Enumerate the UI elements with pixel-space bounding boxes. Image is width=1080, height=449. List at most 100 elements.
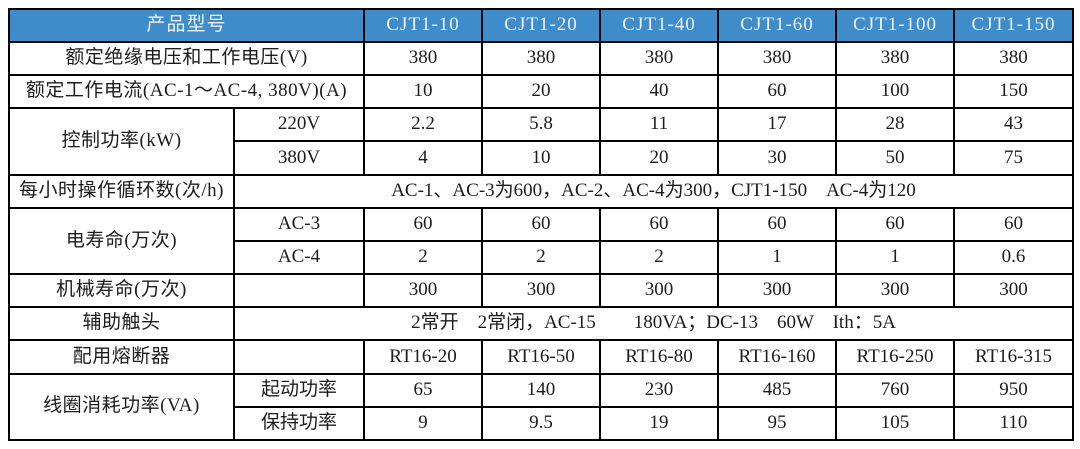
value-cell: 28 xyxy=(835,107,956,143)
row-label: 额定工作电流(AC-1～AC-4, 380V)(A) xyxy=(7,74,366,110)
header-model-cjt1-150: CJT1-150 xyxy=(953,8,1075,43)
value-cell: 380 xyxy=(717,40,838,77)
row-mechanical-life: 机械寿命(万次) 300 300 300 300 300 300 xyxy=(8,273,1075,309)
row-auxiliary-contacts: 辅助触头 2常开 2常闭，AC-15 180VA；DC-13 60W Ith：5… xyxy=(8,306,1075,342)
merged-value-cell: AC-1、AC-3为600，AC-2、AC-4为300，CJT1-150 AC-… xyxy=(232,173,1075,209)
sub-label: 380V xyxy=(232,140,366,176)
row-insulation-voltage: 额定绝缘电压和工作电压(V) 380 380 380 380 380 380 xyxy=(7,40,1075,77)
value-cell: 75 xyxy=(953,140,1075,176)
value-cell: 2 xyxy=(599,239,720,276)
value-cell: 43 xyxy=(953,107,1075,143)
value-cell: 950 xyxy=(953,372,1075,408)
value-cell: 760 xyxy=(835,372,956,408)
value-cell: 4 xyxy=(363,140,484,176)
row-label: 每小时操作循环数(次/h) xyxy=(8,173,235,209)
value-cell: RT16-20 xyxy=(363,339,484,375)
row-coil-power-start: 线圈消耗功率(VA) 起动功率 65 140 230 485 760 950 xyxy=(8,372,1075,442)
value-cell: 60 xyxy=(953,206,1075,242)
row-fuse: 配用熔断器 RT16-20 RT16-50 RT16-80 RT16-160 R… xyxy=(8,339,1075,375)
value-cell: RT16-315 xyxy=(953,339,1075,375)
header-row: 产品型号 CJT1-10 CJT1-20 CJT1-40 CJT1-60 CJT… xyxy=(7,8,1075,43)
value-cell: 60 xyxy=(363,206,484,242)
header-model-cjt1-10: CJT1-10 xyxy=(363,8,484,43)
value-cell: 0.6 xyxy=(953,239,1075,276)
row-label: 额定绝缘电压和工作电压(V) xyxy=(7,40,366,77)
value-cell: 5.8 xyxy=(481,107,602,143)
value-cell: 95 xyxy=(717,405,838,442)
sub-label: 起动功率 xyxy=(232,372,366,408)
row-label: 电寿命(万次) xyxy=(8,206,235,276)
value-cell: RT16-80 xyxy=(599,339,720,375)
value-cell: 300 xyxy=(835,273,956,309)
value-cell: 1 xyxy=(717,239,838,276)
row-control-power-380v: 380V 4 10 20 30 50 75 xyxy=(9,140,1075,176)
row-label: 线圈消耗功率(VA) xyxy=(8,372,235,442)
value-cell: 110 xyxy=(953,405,1075,442)
value-cell: 300 xyxy=(481,273,602,309)
value-cell: 100 xyxy=(835,74,956,110)
value-cell: RT16-250 xyxy=(835,339,956,375)
value-cell: RT16-50 xyxy=(481,339,602,375)
sub-label: 220V xyxy=(232,107,366,143)
sub-label-empty xyxy=(232,273,366,309)
header-product-model: 产品型号 xyxy=(7,8,366,43)
value-cell: 2.2 xyxy=(363,107,484,143)
value-cell: 140 xyxy=(481,372,602,408)
header-model-cjt1-60: CJT1-60 xyxy=(717,8,838,43)
value-cell: 19 xyxy=(599,405,720,442)
value-cell: 380 xyxy=(481,40,602,77)
value-cell: 60 xyxy=(835,206,956,242)
row-label: 机械寿命(万次) xyxy=(8,273,235,309)
value-cell: 60 xyxy=(717,206,838,242)
value-cell: 50 xyxy=(835,140,956,176)
row-electrical-life-ac3: 电寿命(万次) AC-3 60 60 60 60 60 60 xyxy=(8,206,1075,276)
row-rated-current: 额定工作电流(AC-1～AC-4, 380V)(A) 10 20 40 60 1… xyxy=(7,74,1075,110)
row-coil-power-hold: 保持功率 9 9.5 19 95 105 110 xyxy=(9,405,1075,442)
row-control-power-220v: 控制功率(kW) 220V 2.2 5.8 11 17 28 43 xyxy=(8,107,1075,176)
value-cell: 20 xyxy=(599,140,720,176)
value-cell: 2 xyxy=(363,239,484,276)
header-model-cjt1-20: CJT1-20 xyxy=(481,8,602,43)
value-cell: 10 xyxy=(363,74,484,110)
value-cell: 60 xyxy=(599,206,720,242)
value-cell: 105 xyxy=(835,405,956,442)
header-model-cjt1-100: CJT1-100 xyxy=(835,8,956,43)
value-cell: 40 xyxy=(599,74,720,110)
row-operating-cycles: 每小时操作循环数(次/h) AC-1、AC-3为600，AC-2、AC-4为30… xyxy=(8,173,1075,209)
sub-label: 保持功率 xyxy=(232,405,366,442)
value-cell: 230 xyxy=(599,372,720,408)
value-cell: 30 xyxy=(717,140,838,176)
value-cell: 380 xyxy=(363,40,484,77)
value-cell: 65 xyxy=(363,372,484,408)
sub-label-empty xyxy=(232,339,366,375)
value-cell: 380 xyxy=(953,40,1075,77)
spec-table: 产品型号 CJT1-10 CJT1-20 CJT1-40 CJT1-60 CJT… xyxy=(7,8,1075,442)
value-cell: 60 xyxy=(717,74,838,110)
value-cell: 9.5 xyxy=(481,405,602,442)
sub-label: AC-3 xyxy=(232,206,366,242)
value-cell: 11 xyxy=(599,107,720,143)
row-label: 配用熔断器 xyxy=(8,339,235,375)
sub-label: AC-4 xyxy=(232,239,366,276)
row-label: 控制功率(kW) xyxy=(8,107,235,176)
value-cell: 300 xyxy=(953,273,1075,309)
value-cell: 10 xyxy=(481,140,602,176)
value-cell: 20 xyxy=(481,74,602,110)
value-cell: RT16-160 xyxy=(717,339,838,375)
value-cell: 1 xyxy=(835,239,956,276)
value-cell: 300 xyxy=(363,273,484,309)
value-cell: 150 xyxy=(953,74,1075,110)
value-cell: 485 xyxy=(717,372,838,408)
row-electrical-life-ac4: AC-4 2 2 2 1 1 0.6 xyxy=(9,239,1075,276)
merged-value-cell: 2常开 2常闭，AC-15 180VA；DC-13 60W Ith：5A xyxy=(232,306,1075,342)
value-cell: 380 xyxy=(835,40,956,77)
value-cell: 17 xyxy=(717,107,838,143)
row-label: 辅助触头 xyxy=(8,306,235,342)
value-cell: 2 xyxy=(481,239,602,276)
value-cell: 380 xyxy=(599,40,720,77)
spec-table-container: 产品型号 CJT1-10 CJT1-20 CJT1-40 CJT1-60 CJT… xyxy=(7,8,1075,442)
value-cell: 300 xyxy=(717,273,838,309)
header-model-cjt1-40: CJT1-40 xyxy=(599,8,720,43)
value-cell: 9 xyxy=(363,405,484,442)
value-cell: 60 xyxy=(481,206,602,242)
